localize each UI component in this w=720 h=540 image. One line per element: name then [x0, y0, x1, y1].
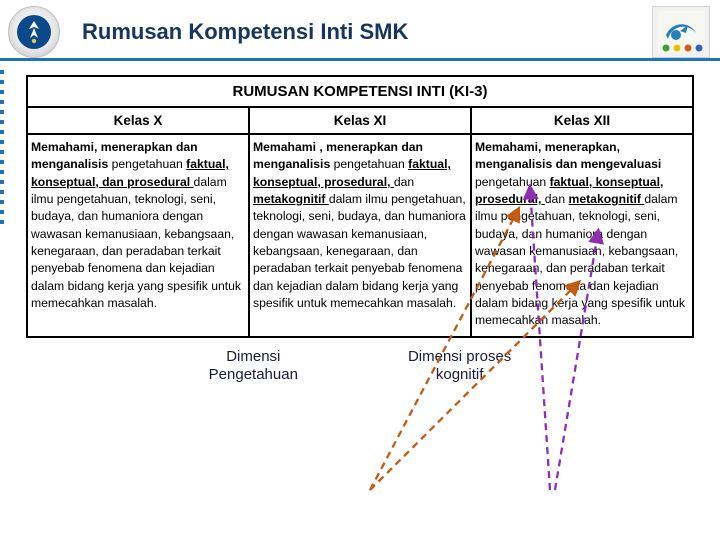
col-kelas-xi: Kelas XI [250, 108, 472, 133]
col-kelas-xii: Kelas XII [472, 108, 692, 133]
callout-line: kognitif [408, 366, 511, 385]
cell-text: metakognitif [253, 192, 329, 206]
callout-line: Pengetahuan [209, 366, 298, 385]
cell-text: pengetahuan [112, 157, 187, 171]
cell-kelas-x: Memahami, menerapkan dan menganalisis pe… [28, 135, 250, 336]
callout-dimensi-pengetahuan: Dimensi Pengetahuan [209, 348, 298, 386]
callout-line: Dimensi [209, 348, 298, 367]
cell-text: dalam ilmu pengetahuan, teknologi, seni,… [475, 192, 685, 327]
cell-text: dan [545, 192, 569, 206]
cell-kelas-xi: Memahami , menerapkan dan menganalisis p… [250, 135, 472, 336]
callouts-row: Dimensi Pengetahuan Dimensi proses kogni… [0, 348, 720, 386]
competency-table: RUMUSAN KOMPETENSI INTI (KI-3) Kelas X K… [26, 75, 694, 338]
slide-title: Rumusan Kompetensi Inti SMK [82, 19, 652, 45]
callout-dimensi-proses-kognitif: Dimensi proses kognitif [408, 348, 511, 386]
callout-line: Dimensi proses [408, 348, 511, 367]
cell-text: pengetahuan [334, 157, 409, 171]
cell-text: dalam ilmu pengetahuan, teknologi, seni,… [253, 192, 466, 310]
cell-text: dalam ilmu pengetahuan, teknologi, seni,… [31, 175, 241, 310]
slide-header: Rumusan Kompetensi Inti SMK [0, 0, 720, 61]
table-title: RUMUSAN KOMPETENSI INTI (KI-3) [28, 77, 692, 108]
side-stripe [0, 70, 4, 230]
column-headers: Kelas X Kelas XI Kelas XII [28, 108, 692, 135]
cell-text: pengetahuan [475, 175, 550, 189]
logo-tut-wuri [8, 6, 60, 58]
cell-text: dan [394, 175, 414, 189]
col-kelas-x: Kelas X [28, 108, 250, 133]
cell-text: Memahami, menerapkan, menganalisis dan m… [475, 140, 661, 171]
logo-kurikulum [652, 6, 710, 58]
cell-text: metakognitif [569, 192, 645, 206]
cell-kelas-xii: Memahami, menerapkan, menganalisis dan m… [472, 135, 692, 336]
table-body: Memahami, menerapkan dan menganalisis pe… [28, 135, 692, 336]
